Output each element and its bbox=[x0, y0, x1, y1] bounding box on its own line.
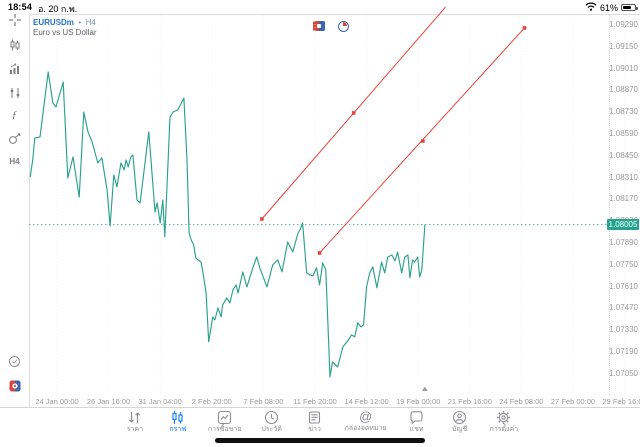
price-line-series bbox=[29, 71, 426, 378]
tab-history[interactable]: ประวัติ bbox=[259, 410, 285, 434]
clock-time: 18:54 bbox=[8, 2, 33, 12]
shapes-icon[interactable] bbox=[0, 133, 29, 145]
tab-chart[interactable]: กราฟ bbox=[165, 410, 191, 434]
bottom-tab-bar: ราคา กราฟ การซื้อขาย ประวัติ ข่าว @ กล่อ… bbox=[0, 408, 640, 438]
status-date: อ. 20 ก.พ. bbox=[38, 4, 78, 14]
trend-line-handle bbox=[317, 251, 322, 255]
price-scale-divider bbox=[609, 14, 610, 396]
tab-quotes[interactable]: ราคา bbox=[122, 410, 148, 434]
crosshair-icon[interactable] bbox=[0, 14, 29, 26]
price-tick-label: 1.07890 bbox=[609, 238, 638, 247]
price-tick-label: 1.09150 bbox=[609, 41, 638, 51]
status-bar: 18:54 อ. 20 ก.พ. 61% bbox=[0, 0, 640, 14]
price-tick-label: 1.07750 bbox=[609, 259, 638, 269]
time-tick-label: 7 Feb 08:00 bbox=[243, 397, 284, 406]
status-indicators: 61% bbox=[585, 2, 638, 13]
tab-label: กราฟ bbox=[169, 426, 187, 433]
time-tick-label: 24 Feb 08:00 bbox=[499, 397, 544, 406]
tab-account[interactable]: บัญชี bbox=[447, 410, 473, 434]
trend-line-handle bbox=[260, 217, 264, 221]
price-tick-label: 1.07610 bbox=[609, 281, 638, 291]
trend-line-handle bbox=[522, 26, 527, 30]
tab-chat[interactable]: แชท bbox=[404, 410, 430, 434]
price-tick-label: 1.08310 bbox=[609, 172, 638, 182]
time-tick-label: 31 Jan 04:00 bbox=[138, 397, 182, 406]
price-tick-label: 1.07330 bbox=[609, 325, 638, 335]
tab-label: การตั้งค่า bbox=[489, 426, 519, 433]
time-tick-label: 19 Feb 00:00 bbox=[396, 397, 441, 406]
us-flag-icon[interactable] bbox=[313, 21, 325, 31]
price-tick-label: 1.08450 bbox=[609, 150, 638, 160]
price-tick-label: 1.08870 bbox=[609, 85, 638, 95]
battery-percent: 61% bbox=[599, 2, 618, 13]
timeframe-button[interactable]: H4 bbox=[9, 157, 20, 166]
tab-label: การซื้อขาย bbox=[207, 426, 242, 433]
price-tick-label: 1.07470 bbox=[609, 303, 638, 313]
time-tick-label: 11 Feb 20:00 bbox=[293, 397, 337, 406]
tab-label: บัญชี bbox=[452, 426, 468, 433]
symbol-name: EURUSDm bbox=[33, 18, 74, 27]
price-tick-label: 1.08170 bbox=[609, 194, 638, 204]
price-tick-label: 1.07190 bbox=[609, 347, 638, 356]
price-tick-label: 1.07050 bbox=[609, 368, 638, 378]
tab-news[interactable]: ข่าว bbox=[302, 410, 328, 434]
tab-trade[interactable]: การซื้อขาย bbox=[208, 410, 242, 434]
header-separator: • bbox=[78, 18, 82, 27]
symbol-description: Euro vs US Dollar bbox=[33, 28, 97, 37]
at-icon: @ bbox=[358, 409, 373, 424]
tab-label: ราคา bbox=[126, 426, 144, 433]
tab-mailbox[interactable]: @ กล่องจดหมาย bbox=[345, 410, 387, 433]
chart-tool-sidebar: ƒ H4 bbox=[0, 14, 29, 407]
price-tick-label: 1.09290 bbox=[609, 20, 638, 29]
indicators-icon[interactable] bbox=[0, 63, 29, 75]
sidebar-divider bbox=[29, 14, 30, 407]
tab-label: ข่าว bbox=[308, 426, 321, 433]
function-icon[interactable]: ƒ bbox=[11, 109, 18, 121]
chart-top-border bbox=[29, 14, 640, 15]
current-price-badge: 1.08005 bbox=[607, 219, 639, 231]
home-indicator[interactable] bbox=[215, 438, 425, 443]
trend-line-handle bbox=[421, 139, 425, 143]
trend-line-handle bbox=[351, 111, 356, 115]
wifi-icon bbox=[585, 2, 597, 13]
app-badge-icon[interactable] bbox=[0, 380, 29, 392]
price-tick-label: 1.09010 bbox=[609, 63, 638, 73]
tab-settings[interactable]: การตั้งค่า bbox=[489, 410, 519, 434]
objects-icon[interactable] bbox=[0, 87, 29, 99]
clock-badge-icon[interactable] bbox=[338, 21, 349, 32]
candlestick-chart-icon[interactable] bbox=[0, 39, 29, 51]
time-tick-label: 2 Feb 20:00 bbox=[191, 397, 232, 406]
chart-header[interactable]: EURUSDm • H4 Euro vs US Dollar bbox=[33, 16, 97, 38]
price-tick-label: 1.08590 bbox=[609, 129, 638, 138]
tab-label: ประวัติ bbox=[261, 426, 282, 433]
price-tick-label: 1.08730 bbox=[609, 107, 638, 117]
time-tick-label: 24 Jan 00:00 bbox=[35, 397, 79, 406]
time-tick-label: 14 Feb 12:00 bbox=[344, 397, 389, 406]
toolbar-divider bbox=[0, 407, 640, 408]
time-tick-label: 26 Jan 16:00 bbox=[86, 397, 131, 406]
tab-label: แชท bbox=[409, 426, 424, 433]
history-sync-icon[interactable] bbox=[0, 355, 29, 368]
time-tick-label: 27 Feb 00:00 bbox=[550, 397, 596, 406]
chart-canvas[interactable] bbox=[0, 0, 640, 410]
header-timeframe: H4 bbox=[85, 18, 96, 27]
current-bar-marker bbox=[421, 386, 428, 391]
chart-event-icons bbox=[313, 21, 349, 32]
time-tick-label: 21 Feb 16:00 bbox=[447, 397, 492, 406]
battery-icon bbox=[621, 4, 638, 11]
time-tick-label: 29 Feb 16:00 bbox=[602, 397, 640, 406]
tab-label: กล่องจดหมาย bbox=[344, 425, 387, 432]
